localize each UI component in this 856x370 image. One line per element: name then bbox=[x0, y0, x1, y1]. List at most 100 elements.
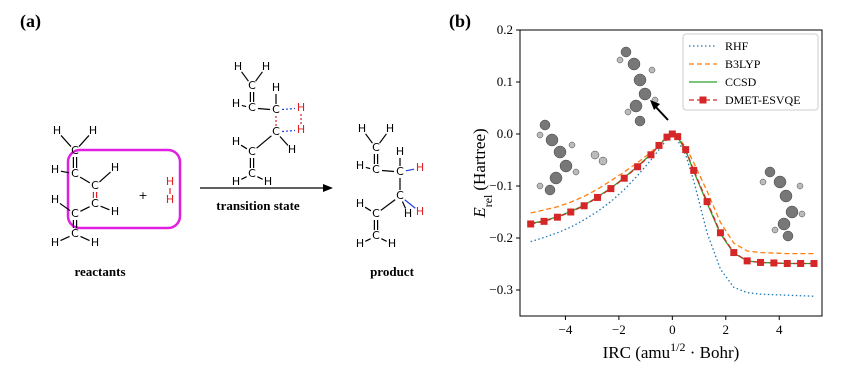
caption: reactants bbox=[74, 264, 125, 279]
atom-label: H bbox=[51, 163, 59, 176]
bond bbox=[279, 136, 289, 146]
atom-label: H bbox=[232, 135, 240, 148]
x-axis-label: IRC (amu1/2 · Bohr) bbox=[603, 340, 740, 362]
atom-label: C bbox=[71, 167, 79, 180]
atom-label: C bbox=[396, 189, 404, 202]
bond bbox=[379, 133, 387, 144]
marker bbox=[663, 133, 671, 141]
atom-label: H bbox=[234, 60, 242, 73]
arrow-head bbox=[650, 100, 660, 110]
x-tick-label: 0 bbox=[669, 322, 676, 337]
marker bbox=[770, 259, 778, 267]
molecule-images bbox=[536, 46, 806, 242]
y-axis-label: Erel (Hartree) bbox=[470, 128, 495, 218]
bond bbox=[60, 170, 70, 174]
atom-label: C bbox=[272, 103, 280, 116]
atom-label: H bbox=[53, 124, 61, 137]
bond bbox=[80, 235, 90, 242]
atom-label: H bbox=[91, 236, 99, 249]
y-tick-label: 0.1 bbox=[497, 74, 513, 89]
atom-label: C bbox=[71, 207, 79, 220]
atom-label: H bbox=[404, 207, 412, 220]
bond bbox=[281, 107, 296, 111]
atom-label: H bbox=[166, 193, 174, 206]
bond bbox=[365, 133, 373, 144]
plus-sign: + bbox=[138, 189, 147, 202]
bond bbox=[60, 235, 70, 242]
marker bbox=[647, 151, 655, 159]
axis-label-part: E bbox=[470, 207, 489, 219]
atom-label: H bbox=[232, 175, 240, 188]
atom-label: C bbox=[372, 141, 380, 154]
bond bbox=[99, 171, 111, 183]
atom-label: C bbox=[71, 227, 79, 240]
panel-label: (a) bbox=[20, 11, 41, 32]
bond bbox=[241, 104, 247, 108]
x-tick-label: −4 bbox=[559, 322, 573, 337]
bond bbox=[257, 107, 271, 111]
bond bbox=[381, 169, 395, 173]
bond bbox=[365, 238, 371, 242]
marker bbox=[674, 133, 682, 141]
atom-label: H bbox=[89, 124, 97, 137]
axis-label-part: (Hartree) bbox=[470, 128, 489, 190]
bond bbox=[255, 71, 263, 82]
legend-label: CCSD bbox=[725, 75, 757, 89]
marker bbox=[580, 202, 588, 210]
atom-label: H bbox=[388, 237, 396, 250]
bond bbox=[380, 199, 396, 211]
bond bbox=[256, 135, 272, 149]
y-tick-label: 0.2 bbox=[497, 22, 513, 37]
atom-label: H bbox=[51, 236, 59, 249]
atom-label: C bbox=[248, 167, 256, 180]
atom-label: H bbox=[264, 175, 272, 188]
bond bbox=[79, 176, 91, 184]
arrow-label: transition state bbox=[216, 198, 300, 213]
atom-label: H bbox=[111, 205, 119, 218]
arrow-head bbox=[323, 184, 333, 192]
bond bbox=[381, 238, 387, 242]
atom-label: H bbox=[262, 60, 270, 73]
marker bbox=[668, 130, 676, 138]
marker bbox=[690, 166, 698, 174]
bond bbox=[404, 199, 416, 209]
panel-label: (b) bbox=[449, 11, 471, 32]
axis-label-part: · Bohr) bbox=[686, 343, 740, 362]
atom-label: H bbox=[51, 193, 59, 206]
marker bbox=[730, 249, 738, 257]
y-tick-label: −0.3 bbox=[489, 282, 513, 297]
marker bbox=[620, 174, 628, 182]
marker bbox=[540, 217, 548, 225]
marker bbox=[607, 185, 615, 193]
atom-label: H bbox=[358, 122, 366, 135]
bond bbox=[364, 206, 372, 212]
bond bbox=[240, 144, 248, 150]
atom-label: H bbox=[297, 123, 305, 136]
x-tick-label: −2 bbox=[612, 322, 626, 337]
bond bbox=[241, 176, 247, 180]
bond bbox=[80, 206, 90, 212]
atom-label: H bbox=[272, 81, 280, 94]
series-line bbox=[530, 133, 814, 255]
bond bbox=[257, 176, 263, 180]
legend-box bbox=[682, 33, 819, 111]
legend-label: B3LYP bbox=[725, 57, 761, 71]
legend-label: RHF bbox=[725, 39, 749, 53]
atom-label: C bbox=[248, 145, 256, 158]
atom-label: H bbox=[356, 159, 364, 172]
axis-label-part: rel bbox=[481, 194, 495, 207]
highlight-box bbox=[66, 148, 182, 230]
atom-label: C bbox=[372, 207, 380, 220]
atom-label: C bbox=[91, 197, 99, 210]
atom-label: C bbox=[71, 144, 79, 157]
bond bbox=[59, 202, 71, 212]
marker bbox=[634, 163, 642, 171]
y-tick-label: −0.2 bbox=[489, 230, 513, 245]
atom-label: C bbox=[248, 101, 256, 114]
caption: product bbox=[370, 264, 414, 279]
atom-label: C bbox=[248, 79, 256, 92]
atom-label: H bbox=[356, 197, 364, 210]
atom-label: H bbox=[111, 161, 119, 174]
